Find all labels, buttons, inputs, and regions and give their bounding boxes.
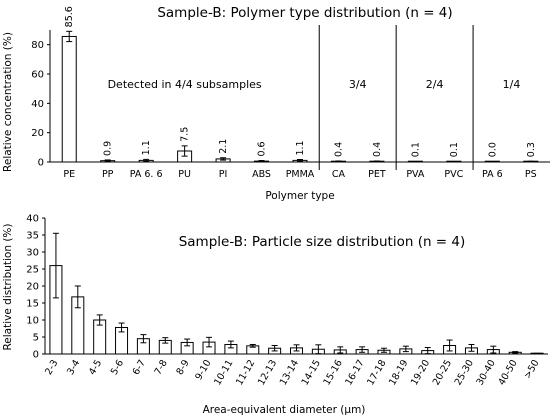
size-chart-category-label: 19-20 bbox=[409, 358, 432, 387]
polymer-chart-data-label: 0.4 bbox=[333, 142, 344, 157]
size-chart-category-label: 13-14 bbox=[278, 358, 301, 387]
polymer-chart-category-label: CA bbox=[332, 169, 346, 180]
polymer-chart-group-label: Detected in 4/4 subsamples bbox=[108, 78, 262, 91]
polymer-chart-y-tick-label: 0 bbox=[38, 158, 44, 169]
size-chart-y-tick-label: 10 bbox=[26, 316, 39, 327]
polymer-chart-y-tick-label: 60 bbox=[31, 70, 44, 81]
polymer-chart-y-axis-label: Relative concentration (%) bbox=[2, 32, 14, 172]
size-chart-y-tick-label: 35 bbox=[26, 231, 39, 242]
size-chart-x-axis-label: Area-equivalent diameter (µm) bbox=[203, 404, 366, 416]
size-chart-category-label: 12-13 bbox=[256, 358, 279, 387]
polymer-chart-x-axis-label: Polymer type bbox=[265, 190, 334, 202]
polymer-chart-data-label: 0.4 bbox=[372, 142, 383, 157]
size-chart-y-tick-label: 40 bbox=[26, 214, 39, 225]
polymer-chart-category-label: PP bbox=[102, 169, 114, 180]
polymer-chart-category-label: PS bbox=[525, 169, 537, 180]
polymer-chart-data-label: 0.6 bbox=[257, 141, 268, 156]
size-chart-category-label: 40-50 bbox=[496, 358, 519, 387]
polymer-chart-data-label: 0.3 bbox=[526, 142, 537, 157]
size-chart-title: Sample-B: Particle size distribution (n … bbox=[179, 234, 466, 250]
size-chart-category-label: 20-25 bbox=[431, 358, 454, 387]
polymer-chart-data-label: 0.0 bbox=[487, 142, 498, 157]
polymer-chart-data-label: 0.1 bbox=[410, 142, 421, 157]
size-chart-y-tick-label: 20 bbox=[26, 282, 39, 293]
polymer-chart-category-label: PMMA bbox=[286, 169, 315, 180]
size-chart-category-label: 4-5 bbox=[87, 358, 104, 377]
size-chart-category-label: 18-19 bbox=[387, 358, 410, 387]
size-chart-category-label: 17-18 bbox=[365, 358, 388, 387]
polymer-chart-category-label: PVA bbox=[406, 169, 425, 180]
polymer-chart-data-label: 85.6 bbox=[64, 6, 75, 27]
size-chart-category-label: 5-6 bbox=[109, 358, 126, 377]
size-chart-y-tick-label: 0 bbox=[33, 350, 39, 361]
size-chart-y-axis-label: Relative distribution (%) bbox=[2, 223, 14, 350]
size-chart-category-label: 14-15 bbox=[300, 358, 323, 387]
polymer-chart-category-label: PA 6 bbox=[482, 169, 503, 180]
size-chart-category-label: 25-30 bbox=[453, 358, 476, 387]
size-chart-category-label: 7-8 bbox=[153, 358, 170, 377]
polymer-chart-plot: 0 20 40 60 80 Detected in 4/4 subsamples 3/4 2/… bbox=[31, 6, 550, 180]
size-chart-y-tick-label: 30 bbox=[26, 248, 39, 259]
size-chart-y-tick-label: 25 bbox=[26, 265, 39, 276]
polymer-chart-data-label: 2.1 bbox=[218, 139, 229, 154]
size-chart-category-label: 30-40 bbox=[475, 358, 498, 387]
polymer-chart-group-label: 2/4 bbox=[426, 78, 444, 91]
polymer-chart-category-label: ABS bbox=[252, 169, 271, 180]
size-chart-category-label: 9-10 bbox=[193, 358, 213, 382]
size-chart-y-tick-label: 5 bbox=[33, 333, 39, 344]
polymer-chart-category-label: PET bbox=[368, 169, 386, 180]
polymer-chart-y-tick-label: 40 bbox=[31, 99, 44, 110]
polymer-chart-title: Sample-B: Polymer type distribution (n =… bbox=[157, 5, 452, 21]
polymer-chart-data-label: 0.9 bbox=[103, 141, 114, 156]
size-chart-category-label: >50 bbox=[522, 358, 542, 381]
size-chart-category-label: 16-17 bbox=[343, 358, 366, 387]
polymer-chart-y-tick-label: 80 bbox=[31, 40, 44, 51]
polymer-chart-category-label: PA 6. 6 bbox=[130, 169, 163, 180]
polymer-chart-group-label: 1/4 bbox=[503, 78, 521, 91]
size-chart-category-label: 15-16 bbox=[322, 358, 345, 387]
polymer-chart-category-label: PE bbox=[63, 169, 75, 180]
polymer-chart-bar bbox=[484, 160, 500, 163]
size-chart-category-label: 10-11 bbox=[212, 358, 235, 387]
size-chart-category-label: 8-9 bbox=[174, 358, 191, 377]
size-chart-category-label: 6-7 bbox=[131, 358, 148, 377]
polymer-chart-category-label: PI bbox=[219, 169, 228, 180]
polymer-chart-category-label: PVC bbox=[444, 169, 463, 180]
polymer-chart-data-label: 0.1 bbox=[449, 142, 460, 157]
size-chart-category-label: 2-3 bbox=[43, 358, 60, 377]
polymer-chart-y-tick-label: 20 bbox=[31, 128, 44, 139]
polymer-chart-data-label: 7.5 bbox=[180, 127, 191, 142]
polymer-chart-group-label: 3/4 bbox=[349, 78, 367, 91]
size-chart-y-tick-label: 15 bbox=[26, 299, 39, 310]
polymer-chart-category-label: PU bbox=[178, 169, 191, 180]
size-chart-category-label: 3-4 bbox=[65, 358, 82, 377]
size-chart-category-label: 11-12 bbox=[234, 358, 257, 387]
polymer-chart-data-label: 1.1 bbox=[295, 140, 306, 155]
polymer-chart-data-label: 1.1 bbox=[141, 140, 152, 155]
polymer-chart-bar bbox=[61, 35, 77, 163]
